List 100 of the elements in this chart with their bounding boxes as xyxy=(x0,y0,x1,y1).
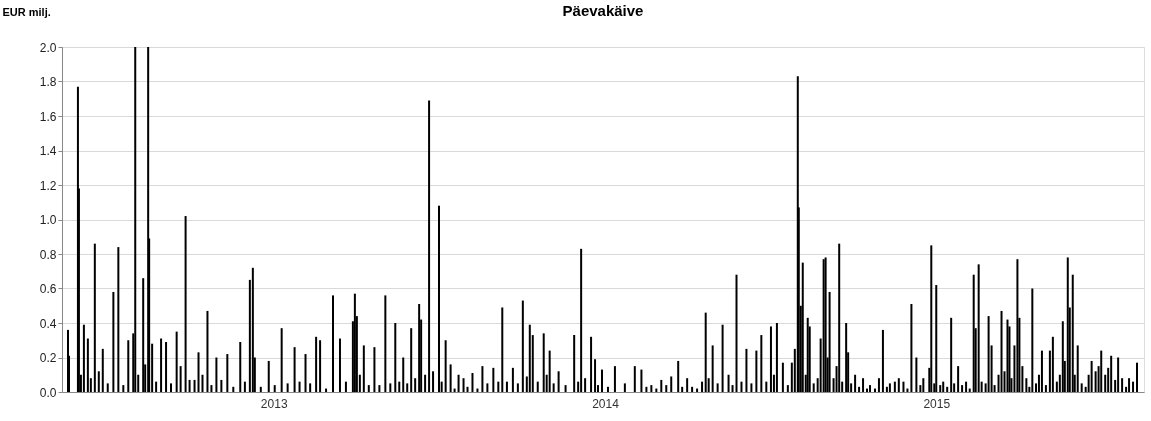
bar xyxy=(259,386,262,392)
bar xyxy=(594,359,597,392)
bar xyxy=(1117,357,1120,392)
bar xyxy=(298,381,301,392)
bar xyxy=(750,383,753,392)
bar xyxy=(1000,310,1003,392)
bar xyxy=(1110,355,1113,392)
bar xyxy=(623,383,626,392)
bar xyxy=(677,360,680,392)
bar xyxy=(155,381,158,392)
bar xyxy=(402,357,405,392)
bar xyxy=(1080,383,1083,392)
bar xyxy=(1100,350,1103,392)
bar xyxy=(660,379,663,392)
bar xyxy=(319,340,322,392)
bar xyxy=(406,383,409,392)
bar xyxy=(902,381,905,392)
bar xyxy=(735,274,738,392)
bar xyxy=(806,317,809,392)
bar xyxy=(220,379,223,392)
y-tick-label: 1.0 xyxy=(39,213,57,227)
bar xyxy=(888,383,891,392)
bar xyxy=(987,316,990,392)
bar xyxy=(935,285,938,392)
bar xyxy=(930,245,933,392)
bar xyxy=(286,383,289,392)
y-tick-label: 0.4 xyxy=(39,316,57,331)
bar xyxy=(781,362,784,392)
bar xyxy=(640,369,643,392)
bar xyxy=(691,386,694,392)
bar xyxy=(389,383,392,392)
bar xyxy=(511,367,514,392)
bar xyxy=(862,378,865,392)
bar xyxy=(424,374,427,392)
bar xyxy=(1071,274,1074,392)
bar xyxy=(1076,345,1079,392)
bar xyxy=(910,304,913,392)
bar xyxy=(315,336,318,392)
bar xyxy=(536,381,539,392)
bar xyxy=(858,386,861,392)
bar xyxy=(486,383,489,392)
bar xyxy=(179,366,182,392)
chart-title: Päevakäive xyxy=(562,2,644,19)
bar xyxy=(650,385,653,392)
bar xyxy=(210,385,213,392)
bar xyxy=(505,381,508,392)
bar xyxy=(304,354,307,392)
bar xyxy=(97,371,100,392)
bar xyxy=(957,366,960,392)
bar xyxy=(760,335,763,392)
bar xyxy=(273,385,276,392)
y-tick-label: 1.4 xyxy=(39,144,57,158)
bar xyxy=(939,385,942,392)
bar xyxy=(497,381,500,392)
bar xyxy=(1044,385,1047,392)
bar xyxy=(117,247,120,392)
bar xyxy=(1006,319,1009,392)
bar xyxy=(1051,336,1054,392)
bar xyxy=(175,331,178,392)
bar xyxy=(542,333,545,392)
bar xyxy=(755,350,758,392)
bar xyxy=(961,385,964,392)
bar xyxy=(885,386,888,392)
y-tick-label: 0.2 xyxy=(39,351,57,365)
bar xyxy=(112,291,115,392)
bar xyxy=(362,345,365,392)
bar xyxy=(721,324,724,392)
bar xyxy=(93,243,96,392)
bar xyxy=(528,324,531,392)
bar xyxy=(613,366,616,392)
y-tick-label: 1.2 xyxy=(39,178,57,193)
bar xyxy=(977,264,980,392)
bar xyxy=(394,323,397,392)
bar xyxy=(881,329,884,392)
bar xyxy=(215,357,218,392)
bar xyxy=(293,347,296,392)
bar xyxy=(353,293,356,392)
bar xyxy=(134,47,137,392)
bar xyxy=(309,383,312,392)
bar xyxy=(471,373,474,392)
bar xyxy=(670,376,673,392)
bar xyxy=(438,205,441,392)
bar xyxy=(444,340,447,392)
bar xyxy=(548,350,551,392)
y-tick-label: 2.0 xyxy=(39,40,57,55)
bar xyxy=(1025,378,1028,392)
bar xyxy=(854,374,857,392)
bar xyxy=(552,383,555,392)
bar xyxy=(775,323,778,392)
bar xyxy=(398,381,401,392)
bar xyxy=(915,357,918,392)
bar xyxy=(106,383,109,392)
bar xyxy=(184,216,187,392)
bar xyxy=(564,385,567,392)
bar xyxy=(1132,381,1135,392)
bar xyxy=(557,371,560,392)
bar xyxy=(82,324,85,392)
bar xyxy=(449,364,452,392)
bar xyxy=(414,378,417,392)
bar xyxy=(521,300,524,392)
